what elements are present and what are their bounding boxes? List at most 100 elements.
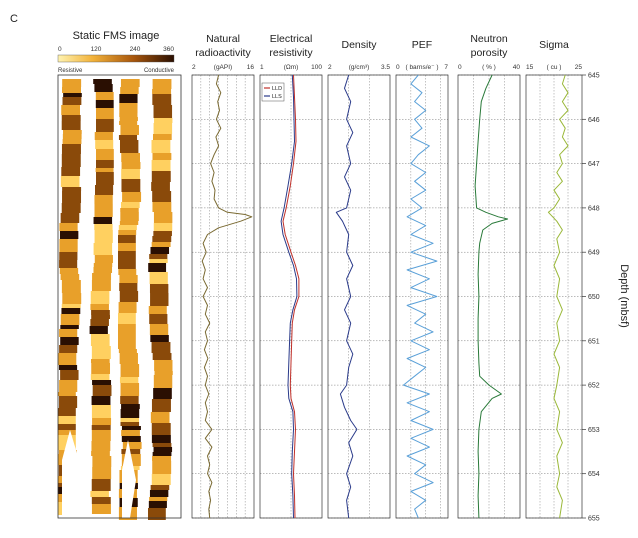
fms-band [90, 304, 109, 310]
fms-band [118, 269, 137, 275]
fms-band [94, 204, 113, 217]
fms-band [120, 364, 140, 377]
fms-band [95, 140, 114, 149]
fms-band [121, 436, 141, 442]
fms-band [152, 236, 172, 242]
fms-band [121, 162, 141, 169]
track-max-label: 40 [513, 64, 521, 71]
fms-band [119, 94, 138, 103]
fms-band [60, 325, 79, 329]
fms-band [91, 363, 111, 374]
fms-band [119, 103, 138, 113]
log-track: PEF ( barns/e⁻ ) 0 7 [395, 39, 448, 519]
fms-band [152, 79, 172, 89]
depth-tick-label: 654 [588, 471, 600, 478]
fms-band [91, 315, 110, 319]
track-min-label: 0 [396, 64, 400, 71]
track-series-line [335, 74, 358, 519]
fms-band [119, 117, 138, 121]
fms-band [93, 79, 112, 84]
fms-band [61, 203, 81, 213]
fms-band [59, 268, 79, 274]
fms-band [118, 341, 136, 349]
fms-band [120, 422, 140, 426]
fms-band [62, 187, 82, 191]
fms-band [150, 247, 170, 254]
track-series-line [474, 74, 509, 519]
fms-band [120, 383, 140, 396]
fms-conductive-label: Conductive [144, 68, 175, 74]
track-unit: ( % ) [482, 64, 496, 71]
fms-band [91, 346, 111, 359]
fms-band [94, 132, 113, 140]
fms-band [61, 308, 81, 314]
log-track: Natural radioactivity (gAPI) 2 16 [191, 33, 255, 519]
fms-band [151, 423, 171, 435]
fms-band [148, 508, 166, 520]
fms-band [151, 182, 170, 191]
depth-tick-label: 646 [588, 117, 600, 124]
depth-tick-label: 647 [588, 161, 600, 168]
fms-band [61, 154, 81, 167]
fms-band [94, 224, 113, 230]
fms-band [152, 153, 172, 160]
fms-band [91, 430, 111, 441]
fms-scale-tick: 240 [130, 46, 141, 53]
fms-band [118, 261, 136, 269]
track-frame [191, 74, 255, 519]
fms-band [122, 192, 142, 202]
fms-band [61, 280, 81, 293]
log-track: Sigma ( cu ) 15 25 [525, 39, 582, 519]
fms-band [62, 139, 82, 144]
fms-band [58, 353, 77, 365]
depth-tick-label: 653 [588, 427, 600, 434]
fms-scale-tick: 360 [163, 46, 174, 53]
fms-band [58, 435, 76, 445]
fms-band [120, 79, 140, 87]
fms-pad [148, 79, 173, 520]
fms-band [58, 430, 76, 435]
fms-band [149, 284, 169, 293]
track-unit: (gAPI) [214, 64, 232, 71]
fms-band [90, 319, 109, 326]
fms-band [59, 365, 78, 370]
fms-color-scale [57, 54, 175, 63]
fms-band [61, 167, 81, 176]
fms-band [121, 153, 141, 162]
track-unit: (Ωm) [284, 64, 299, 71]
fms-band [153, 223, 173, 231]
fms-band [118, 251, 136, 261]
fms-band [58, 424, 76, 430]
fms-band [151, 474, 171, 485]
fms-band [122, 442, 142, 449]
track-max-label: 16 [247, 64, 255, 71]
fms-band [92, 456, 112, 467]
fms-band [59, 252, 78, 260]
fms-band [59, 223, 78, 231]
fms-band [119, 113, 138, 117]
fms-band [119, 275, 138, 283]
fms-band [120, 125, 139, 135]
fms-pad [89, 79, 114, 514]
fms-image-frame [57, 74, 182, 519]
fms-band [150, 335, 169, 342]
fms-band [118, 302, 137, 313]
fms-void [62, 430, 82, 518]
track-min-label: 0 [458, 64, 462, 71]
track-title: Electrical [270, 33, 313, 45]
fms-band [121, 169, 140, 179]
fms-band [91, 497, 111, 504]
log-track: Neutron porosity ( % ) 0 40 [457, 33, 521, 519]
fms-band [150, 485, 170, 490]
log-track: Electrical resistivity (Ωm) 1 100 LLD LLS [259, 33, 322, 519]
track-title: porosity [471, 47, 509, 59]
fms-band [120, 208, 139, 212]
fms-title: Static FMS image [73, 30, 160, 42]
fms-band [121, 449, 141, 454]
fms-band [93, 263, 113, 267]
track-title: Density [341, 39, 377, 51]
fms-band [119, 291, 139, 302]
fms-band [60, 314, 80, 325]
fms-band [61, 121, 81, 130]
track-title: radioactivity [195, 47, 251, 59]
